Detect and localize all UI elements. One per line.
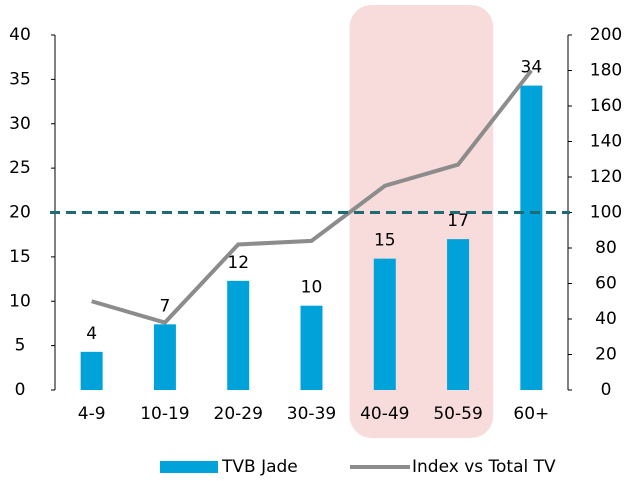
y2-tick-label: 60	[595, 274, 617, 294]
x-tick-label: 60+	[513, 404, 549, 424]
x-tick-label: 40-49	[360, 404, 409, 424]
y2-tick-label: 20	[595, 345, 617, 365]
bar	[373, 258, 396, 390]
y-tick-label: 35	[9, 69, 31, 89]
y-tick-label: 5	[15, 336, 26, 356]
bar	[520, 85, 543, 391]
y-tick-label: 15	[9, 247, 31, 267]
bar	[447, 239, 470, 390]
y-tick-label: 30	[9, 114, 31, 134]
highlight-band	[349, 5, 494, 438]
legend-label: TVB Jade	[221, 457, 298, 477]
line	[91, 69, 533, 325]
y-tick-label: 20	[9, 203, 31, 223]
y2-tick-label: 200	[590, 25, 622, 45]
legend-label: Index vs Total TV	[412, 457, 556, 477]
x-tick-label: 20-29	[214, 404, 263, 424]
bar	[227, 280, 250, 390]
y2-tick-label: 80	[595, 238, 617, 258]
data-label: 15	[374, 231, 396, 251]
data-label: 4	[86, 324, 97, 344]
x-tick-label: 10-19	[140, 404, 189, 424]
legend-swatch	[160, 461, 218, 473]
x-tick-label: 4-9	[78, 404, 106, 424]
y2-tick-label: 100	[590, 203, 622, 223]
y-tick-label: 0	[15, 380, 26, 400]
y2-tick-label: 180	[590, 61, 622, 81]
y2-tick-label: 140	[590, 132, 622, 152]
y2-tick-label: 0	[601, 380, 612, 400]
data-label: 17	[447, 211, 469, 231]
bar	[80, 351, 103, 390]
data-label: 34	[521, 58, 543, 78]
x-tick-label: 50-59	[433, 404, 482, 424]
bar	[300, 305, 323, 390]
y-tick-label: 25	[9, 158, 31, 178]
y2-tick-label: 40	[595, 309, 617, 329]
y2-tick-label: 160	[590, 96, 622, 116]
y2-tick-label: 120	[590, 167, 622, 187]
y-tick-label: 10	[9, 291, 31, 311]
x-tick-label: 30-39	[287, 404, 336, 424]
bar	[153, 324, 176, 390]
data-label: 12	[227, 253, 249, 273]
data-label: 7	[160, 296, 171, 316]
data-label: 10	[301, 278, 323, 298]
y-tick-label: 40	[9, 25, 31, 45]
